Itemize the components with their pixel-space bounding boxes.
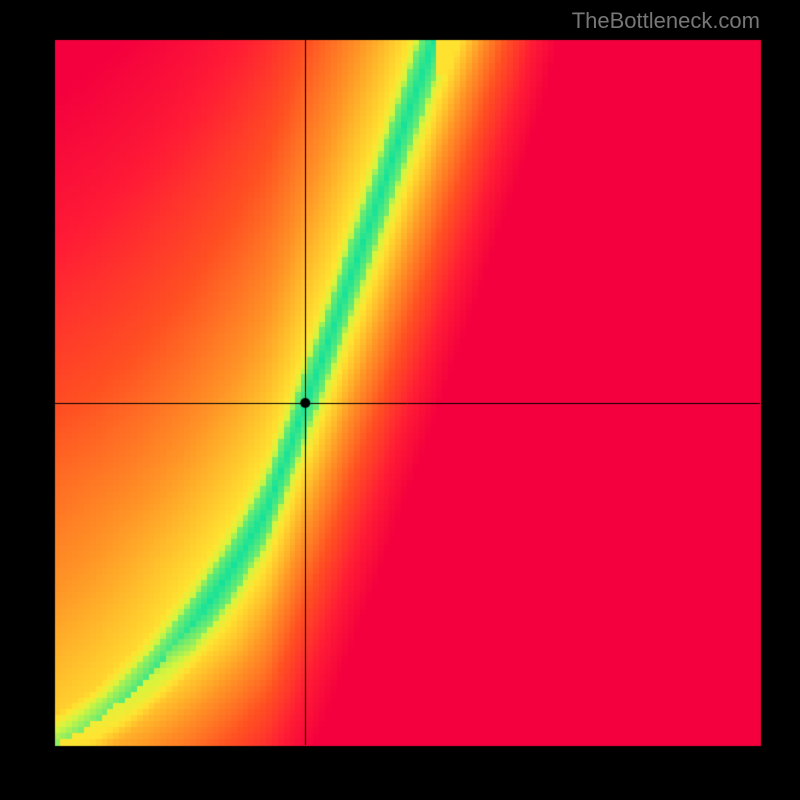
bottleneck-heatmap [0, 0, 800, 800]
watermark-text: TheBottleneck.com [572, 8, 760, 34]
chart-container: TheBottleneck.com [0, 0, 800, 800]
